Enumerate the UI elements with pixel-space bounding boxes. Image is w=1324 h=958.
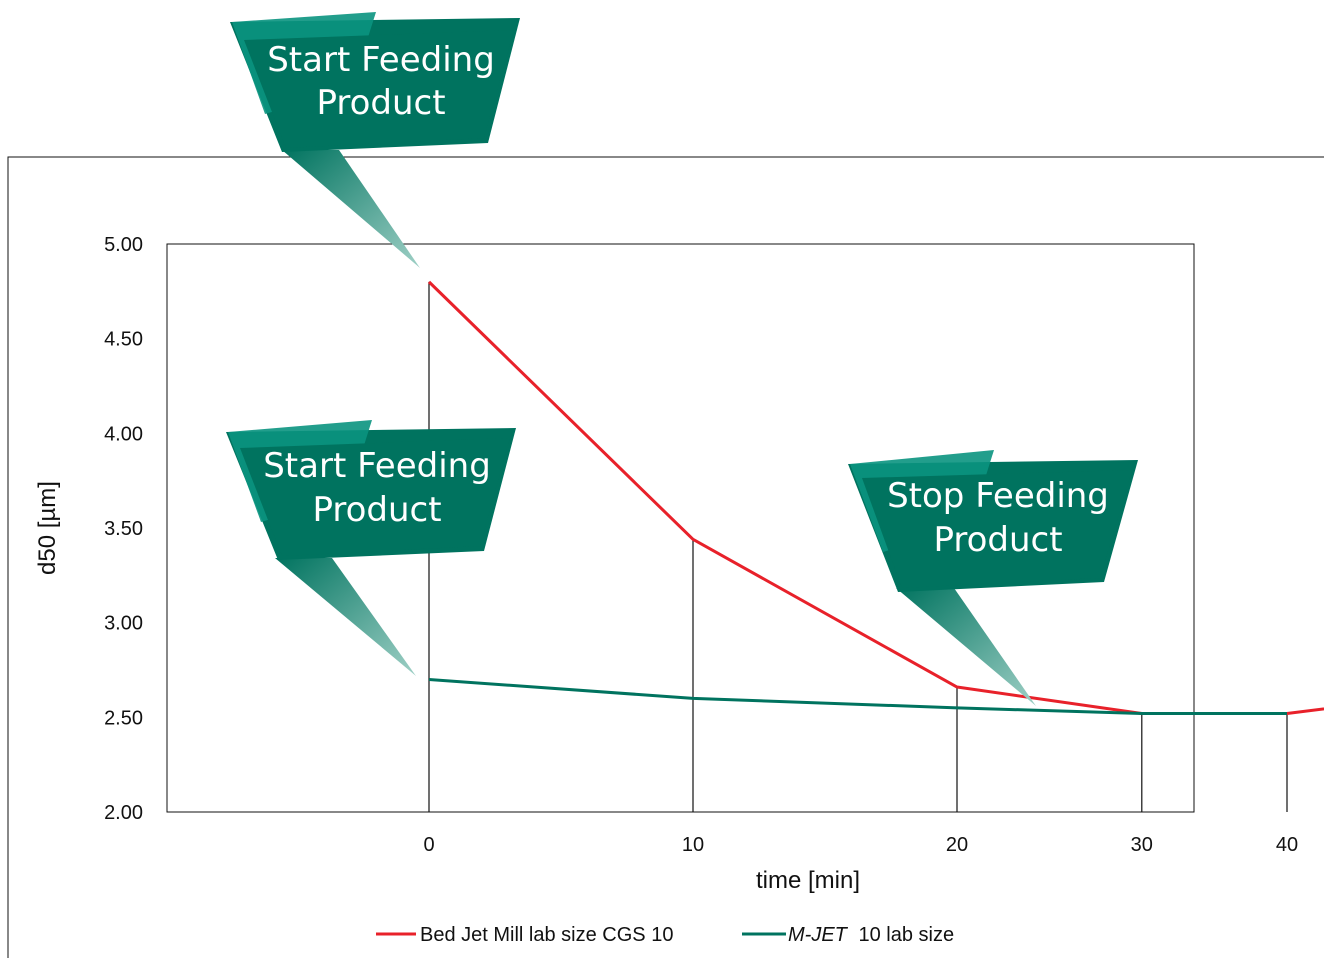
y-tick-label: 5.00 [104, 234, 143, 256]
x-tick-label: 30 [1131, 834, 1153, 856]
x-tick-label: 20 [946, 834, 968, 856]
series-layer [427, 280, 1324, 716]
callout-text-line1: Start Feeding [267, 40, 495, 80]
y-tick-label: 3.50 [104, 518, 143, 540]
y-tick-label: 4.00 [104, 423, 143, 445]
plot-area [166, 243, 1195, 813]
y-axis-title: d50 [µm] [34, 481, 61, 575]
drop-lines [428, 281, 1288, 812]
legend-label-cgs10: Bed Jet Mill lab size CGS 10 [420, 924, 673, 946]
legend: Bed Jet Mill lab size CGS 10 M-JET 10 la… [376, 924, 954, 946]
series-line-mjet10 [428, 677, 1287, 716]
callout-tail [275, 558, 416, 676]
callout-tail [896, 588, 1036, 706]
y-tick-label: 4.50 [104, 329, 143, 351]
callout-text-line2: Product [933, 520, 1062, 560]
legend-label-mjet10-prefix: M-JET [788, 924, 849, 946]
callout-tail [282, 150, 420, 268]
legend-label-mjet10: M-JET 10 lab size [788, 924, 954, 946]
y-tick-label: 2.00 [104, 802, 143, 824]
callout-start-feeding-middle: Start Feeding Product [226, 420, 516, 676]
callout-text-line2: Product [312, 490, 441, 530]
callout-stop-feeding: Stop Feeding Product [848, 450, 1138, 706]
outer-frame [7, 156, 1324, 958]
x-axis-ticks: 01020304050150 [423, 834, 1298, 856]
callout-body [244, 30, 514, 148]
x-tick-label: 40 [1276, 834, 1298, 856]
y-tick-label: 2.50 [104, 707, 143, 729]
callout-start-feeding-top: Start Feeding Product [230, 12, 520, 268]
callout-text-line1: Stop Feeding [887, 476, 1109, 516]
callout-text-line1: Start Feeding [263, 446, 491, 486]
x-axis-title: time [min] [756, 867, 860, 894]
y-axis-ticks: 2.00 2.50 3.00 3.50 4.00 4.50 5.00 [104, 234, 143, 824]
callout-body [240, 438, 510, 556]
x-tick-label: 0 [423, 834, 434, 856]
callout-text-line2: Product [316, 83, 445, 123]
y-tick-label: 3.00 [104, 613, 143, 635]
callout-body [862, 470, 1132, 588]
legend-label-mjet10-suffix: 10 lab size [858, 924, 954, 946]
x-tick-label: 10 [682, 834, 704, 856]
